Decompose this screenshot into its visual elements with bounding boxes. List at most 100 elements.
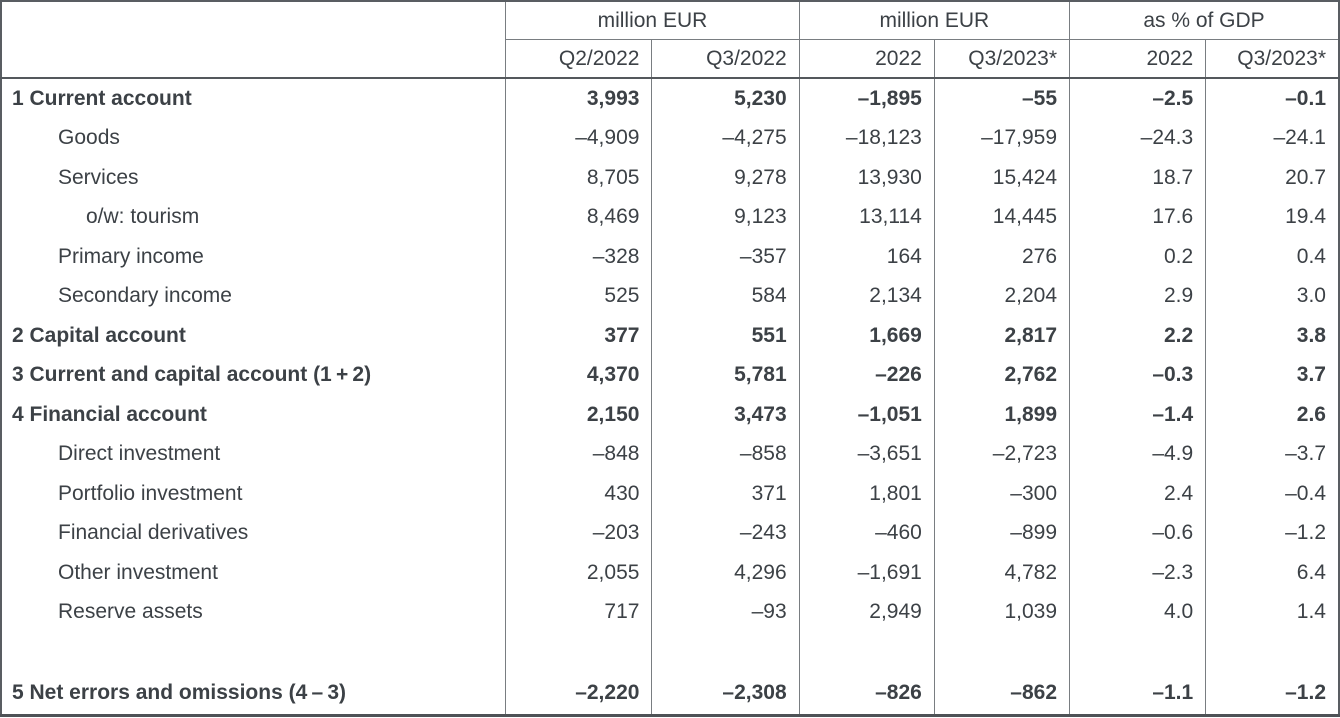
value-cell: 2.4 [1069,474,1206,514]
value-cell: 371 [651,474,800,514]
value-cell: –357 [651,237,800,277]
row-label: 5 Net errors and omissions (4 – 3) [12,680,347,704]
value-cell: 276 [933,237,1070,277]
row-label: 2 Capital account [12,323,186,347]
value-cell: –17,959 [933,118,1070,158]
value-cell: 2,150 [505,395,652,435]
value-cell: –24.1 [1205,118,1339,158]
value-cell: 717 [505,592,652,632]
value-cell: –2,723 [933,434,1070,474]
value-cell: –226 [798,355,935,395]
value-cell [1069,632,1206,672]
value-cell [933,632,1070,672]
row-label [1,632,506,672]
value-cell: –1,691 [798,553,935,593]
value-cell: 9,123 [651,197,800,237]
value-cell: 4.0 [1069,592,1206,632]
table-row-capital-account: 2 Capital account 377 551 1,669 2,817 2.… [1,316,1339,356]
value-cell: –300 [933,474,1070,514]
value-cell: 19.4 [1205,197,1339,237]
value-cell: –1.2 [1205,513,1339,553]
row-label: Secondary income [58,284,232,308]
value-cell: –848 [505,434,652,474]
value-cell: 6.4 [1205,553,1339,593]
value-cell: –18,123 [798,118,935,158]
column-header-q2-2022: Q2/2022 [505,39,652,79]
value-cell: –1.4 [1069,395,1206,435]
table-row-financial-derivatives: Financial derivatives –203 –243 –460 –89… [1,513,1339,553]
value-cell: 2,134 [798,276,935,316]
value-cell: 2,762 [933,355,1070,395]
value-cell [505,632,652,672]
table-header: million EUR million EUR as % of GDP Q2/2… [1,1,1339,79]
value-cell: –899 [933,513,1070,553]
value-cell: 3.0 [1205,276,1339,316]
value-cell: 377 [505,316,652,356]
value-cell: 164 [798,237,935,277]
value-cell: 13,114 [798,197,935,237]
value-cell: 4,296 [651,553,800,593]
value-cell: 8,469 [505,197,652,237]
row-label: Primary income [58,244,204,268]
value-cell: 17.6 [1069,197,1206,237]
value-cell: –4,909 [505,118,652,158]
value-cell: –0.3 [1069,355,1206,395]
header-columns-row: Q2/2022 Q3/2022 2022 Q3/2023* 2022 Q3/20… [1,39,1339,79]
value-cell [1205,632,1339,672]
value-cell: –203 [505,513,652,553]
table-row-secondary-income: Secondary income 525 584 2,134 2,204 2.9… [1,276,1339,316]
value-cell: 2.9 [1069,276,1206,316]
value-cell: 3,993 [505,78,652,119]
value-cell: –2.5 [1069,78,1206,119]
table-row-tourism: o/w: tourism 8,469 9,123 13,114 14,445 1… [1,197,1339,237]
value-cell: –0.6 [1069,513,1206,553]
column-header-gdp-2022: 2022 [1069,39,1206,79]
value-cell: –55 [933,78,1070,119]
value-cell: 9,278 [651,158,800,198]
value-cell: –0.4 [1205,474,1339,514]
value-cell: 20.7 [1205,158,1339,198]
table-row-current-account: 1 Current account 3,993 5,230 –1,895 –55… [1,78,1339,119]
row-label: 3 Current and capital account (1 + 2) [12,363,372,387]
value-cell: –328 [505,237,652,277]
row-label: Services [58,165,139,189]
column-group-percent-of-gdp: as % of GDP [1069,1,1339,40]
value-cell: 1,669 [798,316,935,356]
value-cell: 8,705 [505,158,652,198]
table-row-direct-investment: Direct investment –848 –858 –3,651 –2,72… [1,434,1339,474]
value-cell: 3.7 [1205,355,1339,395]
row-label: Financial derivatives [58,521,249,545]
value-cell: –3,651 [798,434,935,474]
row-label: 1 Current account [12,86,192,110]
header-group-row: million EUR million EUR as % of GDP [1,1,1339,79]
table-row-primary-income: Primary income –328 –357 164 276 0.2 0.4 [1,237,1339,277]
value-cell: 525 [505,276,652,316]
value-cell: 14,445 [933,197,1070,237]
value-cell: 13,930 [798,158,935,198]
value-cell: 2,055 [505,553,652,593]
value-cell: 2.6 [1205,395,1339,435]
value-cell: –858 [651,434,800,474]
row-label: Goods [58,126,120,150]
value-cell: 0.4 [1205,237,1339,277]
value-cell: 3.8 [1205,316,1339,356]
value-cell: –1.1 [1069,671,1206,715]
table-row-reserve-assets: Reserve assets 717 –93 2,949 1,039 4.0 1… [1,592,1339,632]
value-cell [651,632,800,672]
value-cell [798,632,935,672]
table-row-financial-account: 4 Financial account 2,150 3,473 –1,051 1… [1,395,1339,435]
value-cell: –93 [651,592,800,632]
value-cell: 1,899 [933,395,1070,435]
row-label: Direct investment [58,442,221,466]
value-cell: 3,473 [651,395,800,435]
table-row-current-and-capital-account: 3 Current and capital account (1 + 2) 4,… [1,355,1339,395]
value-cell: –3.7 [1205,434,1339,474]
table-body: 1 Current account 3,993 5,230 –1,895 –55… [1,78,1339,715]
table-row-services: Services 8,705 9,278 13,930 15,424 18.7 … [1,158,1339,198]
value-cell: 2,817 [933,316,1070,356]
value-cell: –4.9 [1069,434,1206,474]
row-label: 4 Financial account [12,402,207,426]
value-cell: 2.2 [1069,316,1206,356]
value-cell: –826 [798,671,935,715]
